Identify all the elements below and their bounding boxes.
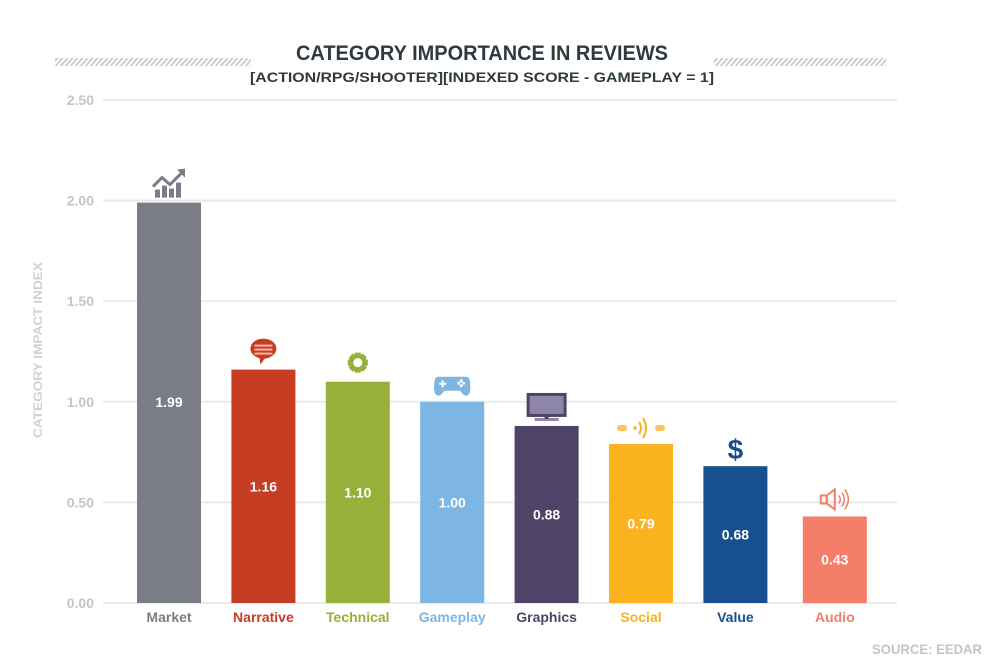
x-tick-label: Audio xyxy=(815,609,855,625)
bar-value xyxy=(703,466,768,603)
multiplayer-signal-icon xyxy=(617,417,665,439)
speech-bubble-icon xyxy=(250,338,277,365)
chart-title: CATEGORY IMPORTANCE IN REVIEWS xyxy=(296,42,668,65)
gamepad-icon xyxy=(434,376,471,396)
dollar-icon: $ xyxy=(728,434,744,465)
value-label: 0.79 xyxy=(627,516,654,532)
bar-social xyxy=(609,444,673,603)
trend-chart-icon xyxy=(151,168,185,198)
bars xyxy=(137,202,867,603)
bar-narrative xyxy=(231,369,296,603)
source-note: SOURCE: EEDAR xyxy=(872,641,982,657)
x-tick-label: Social xyxy=(620,609,661,625)
bar-audio xyxy=(802,516,867,603)
x-tick-label: Narrative xyxy=(233,609,294,625)
y-axis-label: CATEGORY IMPACT INDEX xyxy=(31,262,45,438)
value-label: 1.99 xyxy=(155,394,182,410)
x-tick-label: Graphics xyxy=(516,609,577,625)
value-label: 1.16 xyxy=(250,478,277,494)
speaker-icon xyxy=(819,487,850,512)
chart-subtitle: [ACTION/RPG/SHOOTER][INDEXED SCORE - GAM… xyxy=(250,69,714,85)
value-label: 0.68 xyxy=(722,527,749,543)
x-tick-label: Market xyxy=(146,609,191,625)
x-tick-label: Technical xyxy=(326,609,390,625)
bar-gameplay xyxy=(420,401,485,603)
y-tick-label: 0.50 xyxy=(67,494,94,510)
monitor-icon xyxy=(526,392,567,421)
value-label: 1.00 xyxy=(439,494,466,510)
y-tick-label: 1.00 xyxy=(67,394,94,410)
bar-graphics xyxy=(514,425,579,603)
y-tick-label: 0.00 xyxy=(67,595,94,611)
x-axis-labels: Market Narrative Technical Gameplay Graphics… xyxy=(146,609,854,625)
gridlines xyxy=(103,99,897,604)
y-tick-label: 2.50 xyxy=(67,92,94,108)
x-tick-label: Value xyxy=(717,609,754,625)
value-labels: 1.99 1.16 1.10 1.00 0.88 0.79 0.68 0.43 xyxy=(155,394,848,568)
title-hatch-right xyxy=(714,58,886,66)
value-label: 0.88 xyxy=(533,506,560,522)
y-axis-ticks: 0.00 0.50 1.00 1.50 2.00 2.50 xyxy=(67,92,94,611)
title-hatch-left xyxy=(55,58,251,66)
x-tick-label: Gameplay xyxy=(419,609,486,625)
y-tick-label: 1.50 xyxy=(67,293,94,309)
value-label: 1.10 xyxy=(344,484,371,500)
gear-icon xyxy=(347,352,368,373)
value-label: 0.43 xyxy=(821,552,848,568)
bar-market xyxy=(137,202,201,603)
bar-technical xyxy=(325,381,390,603)
svg-text:$: $ xyxy=(728,434,744,465)
y-tick-label: 2.00 xyxy=(67,193,94,209)
